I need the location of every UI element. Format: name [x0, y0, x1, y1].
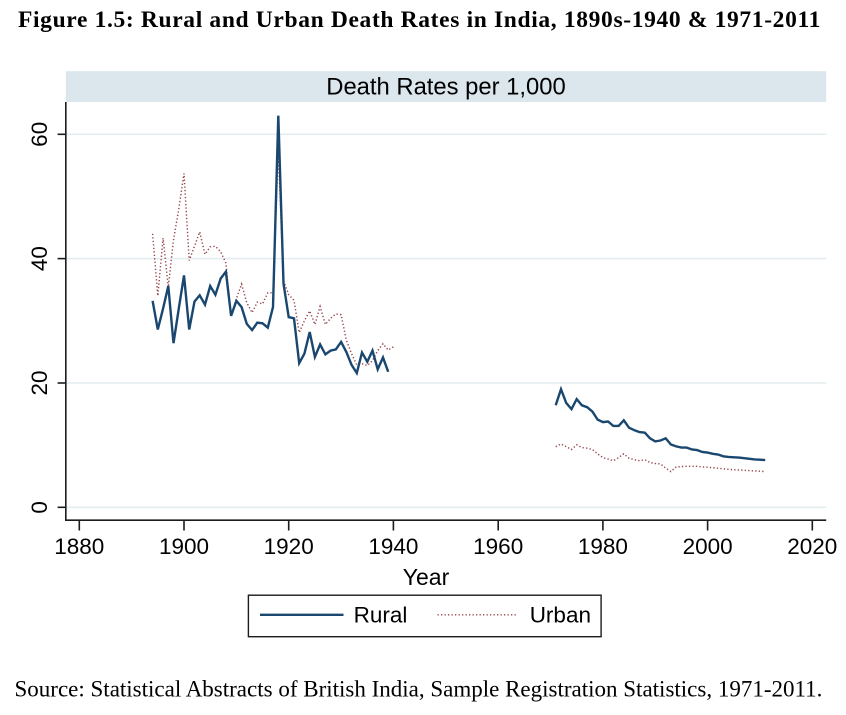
svg-text:2000: 2000: [683, 534, 733, 559]
svg-text:Figure 1.5: Rural and Urban De: Figure 1.5: Rural and Urban Death Rates …: [18, 7, 821, 33]
svg-text:Source: Statistical Abstracts: Source: Statistical Abstracts of British…: [15, 677, 823, 702]
svg-text:1900: 1900: [159, 534, 209, 559]
svg-text:Death Rates per 1,000: Death Rates per 1,000: [326, 73, 565, 100]
svg-text:0: 0: [27, 501, 52, 514]
svg-text:1960: 1960: [473, 534, 523, 559]
svg-text:Rural: Rural: [354, 603, 408, 628]
svg-text:1920: 1920: [264, 534, 314, 559]
svg-text:Year: Year: [403, 564, 450, 590]
svg-text:1880: 1880: [54, 534, 104, 559]
svg-text:60: 60: [27, 122, 52, 147]
svg-text:1940: 1940: [368, 534, 418, 559]
svg-text:20: 20: [27, 370, 52, 395]
svg-text:40: 40: [27, 246, 52, 271]
svg-text:Urban: Urban: [530, 603, 591, 628]
svg-text:2020: 2020: [787, 534, 837, 559]
svg-text:1980: 1980: [578, 534, 628, 559]
